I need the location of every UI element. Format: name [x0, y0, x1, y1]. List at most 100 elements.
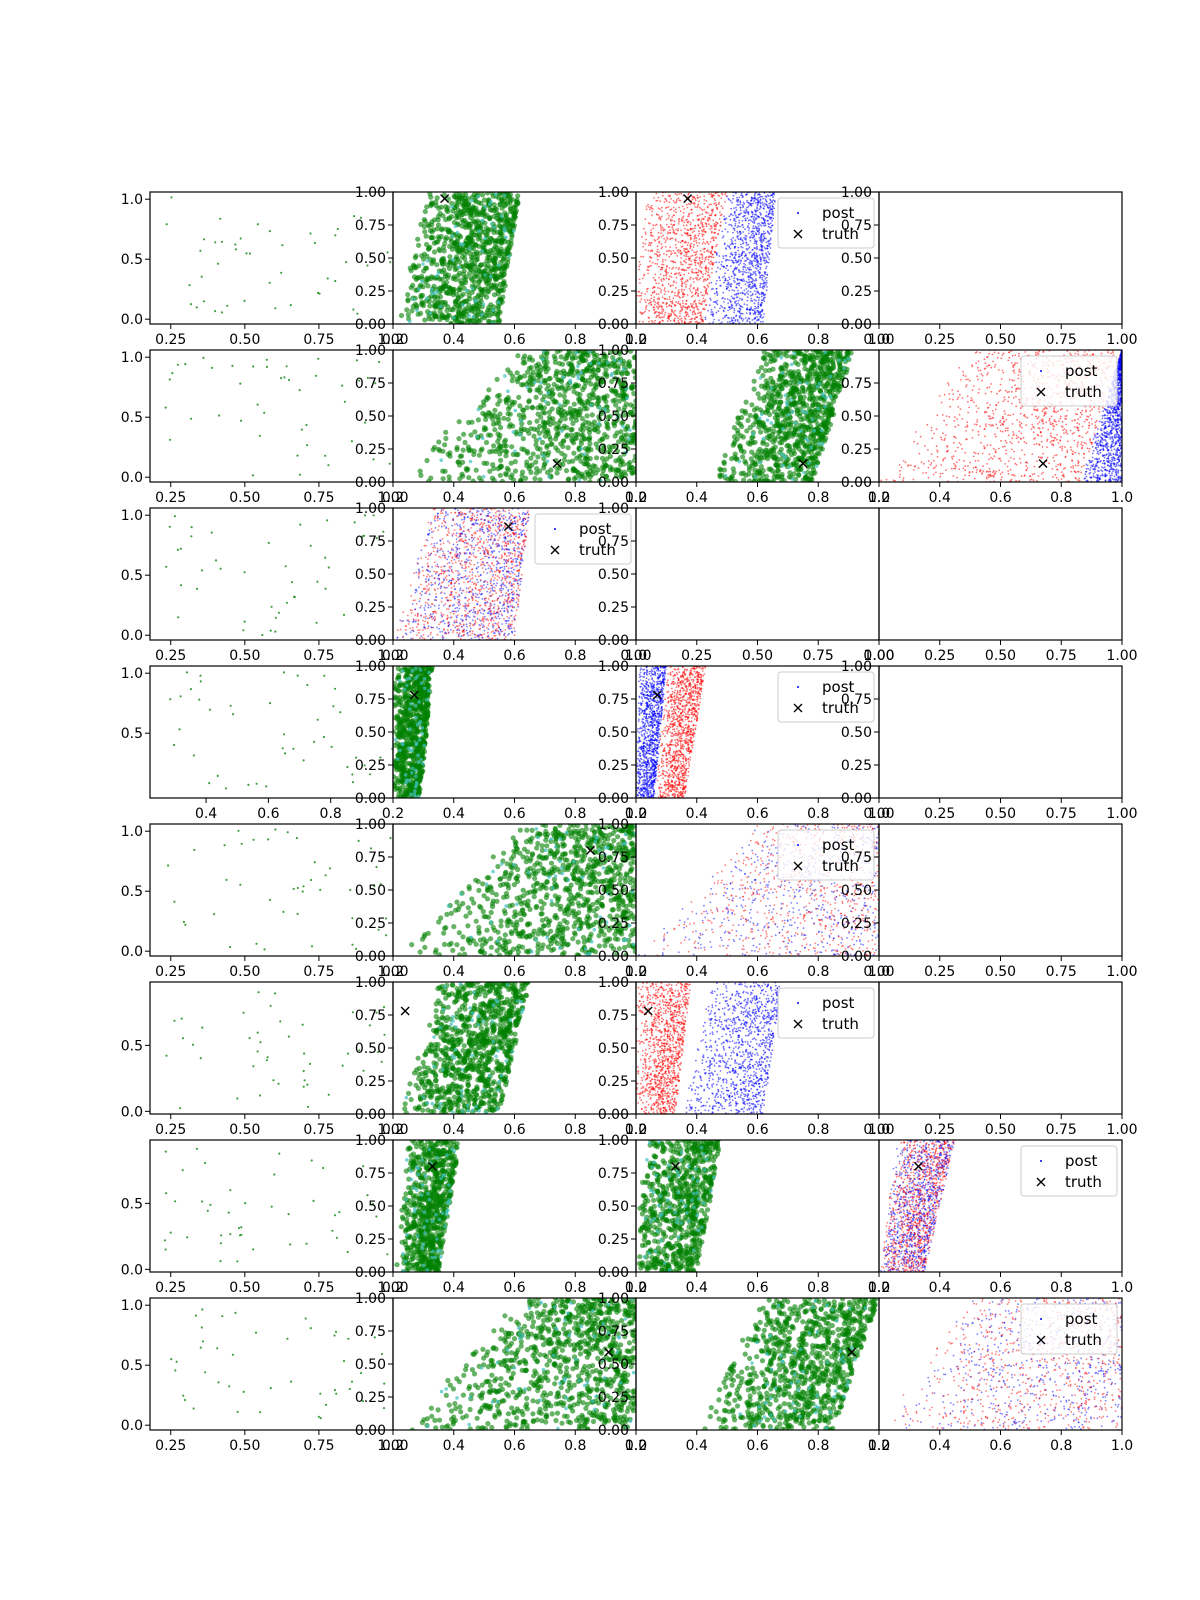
- data-point: [672, 260, 675, 263]
- data-point: [737, 216, 740, 219]
- data-point: [725, 267, 727, 270]
- data-point: [691, 249, 694, 252]
- data-point: [615, 467, 621, 473]
- data-point: [754, 312, 757, 314]
- data-point: [728, 215, 731, 218]
- data-point: [746, 320, 748, 323]
- data-point: [657, 282, 660, 285]
- data-point: [748, 285, 751, 288]
- subplot-r0-c2: 0.2 0.4 0.6 0.8 1.00.000.250.500.751.00postt…: [598, 185, 890, 348]
- data-point: [481, 436, 485, 441]
- data-point: [791, 471, 797, 477]
- data-point: [480, 312, 484, 317]
- data-point: [769, 229, 772, 232]
- data-point: [719, 268, 722, 270]
- data-point: [614, 448, 621, 454]
- data-point: [701, 221, 704, 224]
- data-point: [468, 275, 474, 281]
- data-point: [745, 242, 748, 244]
- data-point: [697, 294, 699, 297]
- data-point: [537, 468, 543, 474]
- data-point: [639, 300, 641, 303]
- data-point: [671, 216, 674, 219]
- data-point: [768, 210, 771, 213]
- data-point: [483, 273, 487, 277]
- data-point: [751, 285, 753, 288]
- data-point: [679, 241, 682, 244]
- data-point: [507, 404, 513, 410]
- data-point: [743, 211, 746, 214]
- data-point: [727, 269, 729, 272]
- data-point: [694, 293, 697, 295]
- data-point: [703, 247, 706, 250]
- data-point: [749, 259, 752, 262]
- data-point: [650, 241, 653, 244]
- data-point: [520, 407, 526, 413]
- data-point: [583, 455, 589, 461]
- data-point: [540, 410, 546, 416]
- data-point: [744, 219, 747, 222]
- data-point: [741, 240, 744, 242]
- data-point: [678, 199, 681, 202]
- data-point: [747, 201, 750, 204]
- data-point: [764, 404, 770, 410]
- data-point: [764, 278, 767, 280]
- data-point: [725, 259, 727, 262]
- data-point: [672, 231, 675, 234]
- data-point: [606, 449, 612, 455]
- data-point: [722, 255, 724, 257]
- data-point: [712, 301, 715, 303]
- data-point: [708, 250, 710, 253]
- data-point: [359, 216, 363, 219]
- data-point: [703, 301, 706, 303]
- data-point: [757, 225, 760, 228]
- data-point: [690, 212, 693, 214]
- data-point: [245, 252, 248, 255]
- data-point: [665, 273, 668, 276]
- data-point: [765, 253, 768, 256]
- data-point: [694, 259, 696, 262]
- data-point: [715, 290, 718, 293]
- scatter-points: [398, 192, 521, 324]
- data-point: [528, 372, 535, 379]
- data-point: [595, 467, 601, 473]
- data-point: [743, 265, 745, 268]
- data-point: [689, 318, 692, 321]
- data-point: [491, 207, 497, 213]
- data-point: [755, 229, 758, 232]
- data-point: [751, 378, 757, 384]
- data-point: [491, 465, 497, 472]
- data-point: [517, 374, 524, 381]
- data-point: [691, 231, 694, 234]
- data-point: [590, 392, 597, 398]
- x-tick-label: 0.2: [382, 490, 404, 506]
- data-point: [665, 239, 667, 242]
- data-point: [652, 276, 655, 279]
- data-point: [704, 299, 707, 301]
- data-point: [742, 231, 744, 233]
- data-point: [768, 258, 771, 261]
- data-point: [724, 277, 727, 280]
- data-point: [313, 241, 316, 245]
- data-point: [758, 193, 761, 196]
- data-point: [680, 268, 683, 271]
- data-point: [649, 260, 651, 263]
- data-point: [457, 321, 463, 324]
- data-point: [694, 225, 696, 227]
- data-point: [447, 259, 453, 265]
- data-point: [439, 304, 443, 309]
- data-point: [568, 381, 573, 385]
- data-point: [594, 455, 600, 461]
- data-point: [598, 409, 604, 415]
- data-point: [762, 203, 764, 206]
- data-point: [759, 201, 762, 204]
- data-point: [714, 202, 717, 204]
- x-tick-label: 0.25: [155, 490, 186, 506]
- data-point: [405, 312, 411, 318]
- data-point: [679, 315, 681, 318]
- data-point: [710, 308, 713, 311]
- data-point: [651, 235, 654, 238]
- data-point: [702, 241, 705, 244]
- data-point: [718, 319, 720, 321]
- scatter-points: [717, 350, 854, 482]
